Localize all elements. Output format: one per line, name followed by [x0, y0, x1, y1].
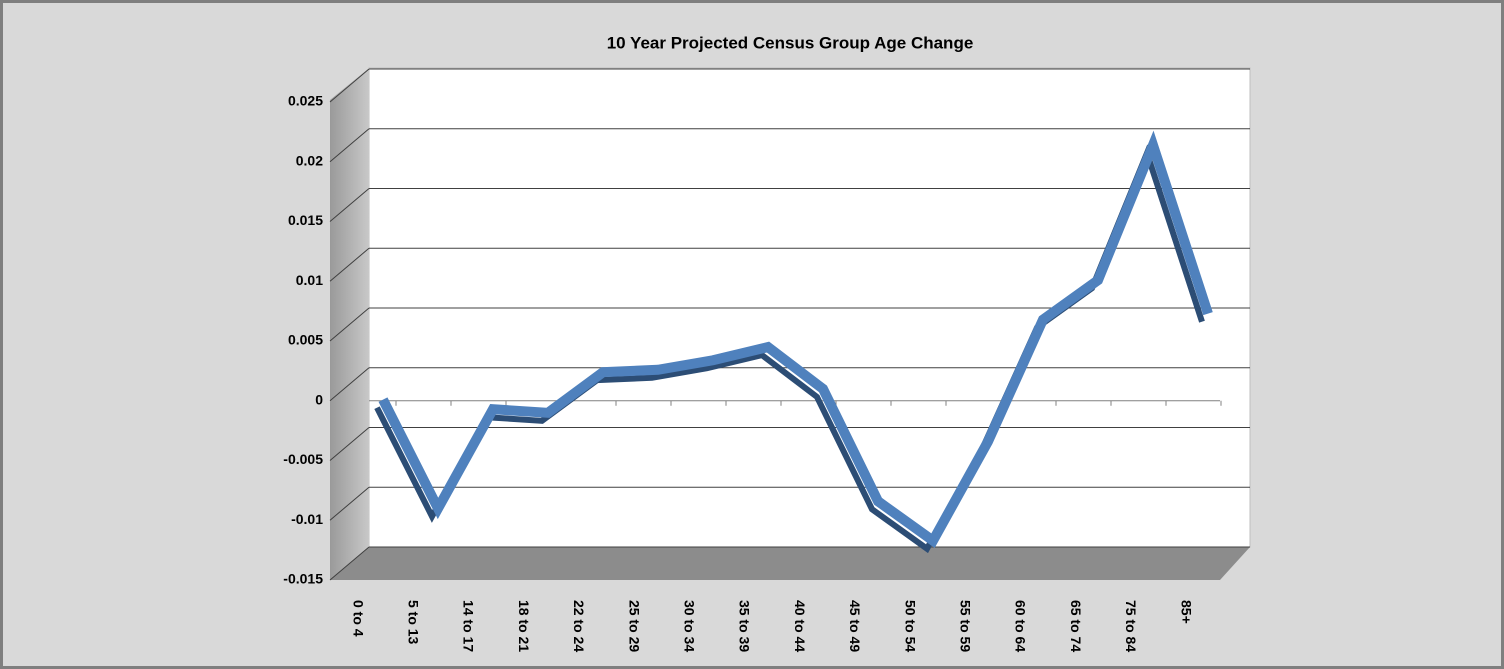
y-tick-label: 0.015 [288, 212, 323, 228]
y-tick-label: 0.02 [296, 152, 323, 168]
grid-line [329, 427, 370, 461]
x-tick-label: 25 to 29 [626, 600, 642, 652]
x-tick-label: 65 to 74 [1068, 600, 1084, 652]
floor [330, 547, 1250, 580]
grid-line [329, 367, 370, 402]
x-tick-label: 45 to 49 [847, 600, 863, 652]
grid-line [329, 128, 370, 163]
x-tick-label: 75 to 84 [1123, 600, 1139, 652]
y-tick-label: -0.005 [283, 451, 323, 467]
x-tick-label: 18 to 21 [516, 600, 532, 652]
x-tick-label: 22 to 24 [571, 600, 587, 652]
x-tick-label: 35 to 39 [737, 600, 753, 652]
y-tick-label: 0.01 [296, 272, 323, 288]
x-tick-label: 85+ [1178, 600, 1194, 624]
y-tick-label: 0.025 [288, 93, 323, 109]
x-tick-label: 55 to 59 [957, 600, 973, 652]
x-tick-label: 60 to 64 [1013, 600, 1029, 652]
grid-line [329, 546, 370, 581]
grid-line [329, 486, 370, 521]
y-tick-label: 0.005 [288, 332, 323, 348]
grid-line [329, 307, 370, 342]
grid-line [329, 68, 370, 103]
x-tick-label: 40 to 44 [792, 600, 808, 652]
grid-line [329, 188, 370, 222]
x-tick-label: 0 to 4 [350, 600, 366, 637]
y-tick-label: 0 [315, 391, 323, 407]
x-tick-label: 5 to 13 [405, 600, 421, 645]
x-tick-label: 30 to 34 [681, 600, 697, 652]
chart-title: 10 Year Projected Census Group Age Chang… [607, 33, 974, 52]
x-tick-label: 50 to 54 [902, 600, 918, 652]
y-tick-label: -0.01 [291, 511, 323, 527]
line [378, 130, 1213, 549]
x-tick-label: 14 to 17 [461, 600, 477, 652]
grid-line [329, 247, 370, 282]
y-tick-label: -0.015 [283, 571, 323, 587]
